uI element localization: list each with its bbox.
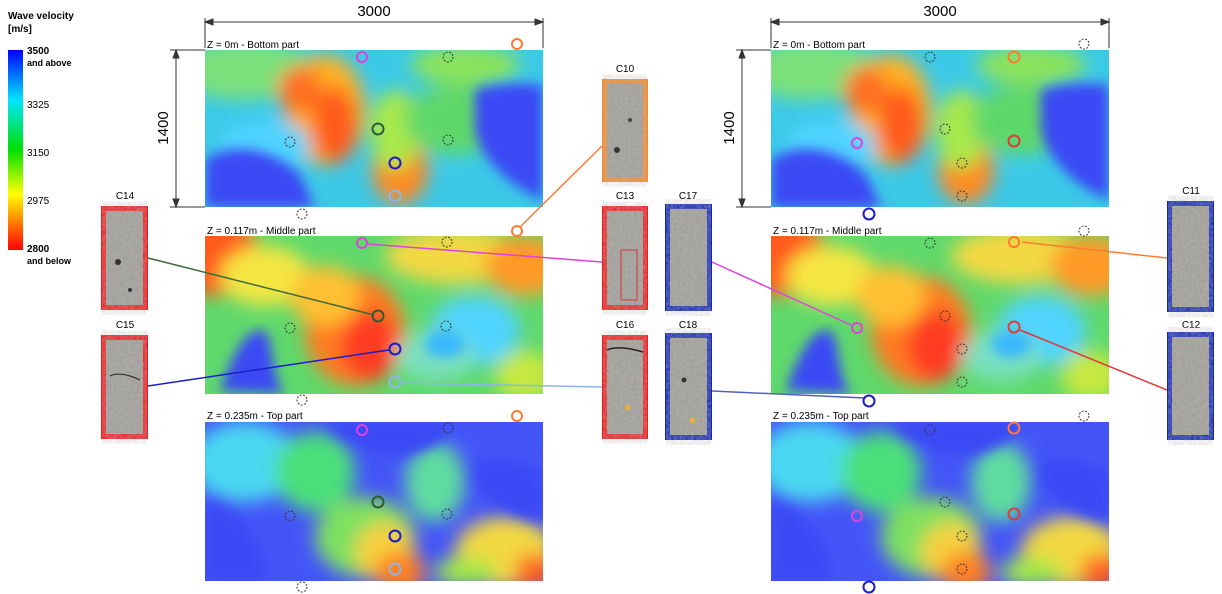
legend-tick-2800: 2800 [27,244,50,255]
core-sample-c13: C13 [602,191,648,310]
core-label-c12: C12 [1182,320,1201,331]
legend-tick-2975: 2975 [27,196,50,207]
panel-title-left-bottom: Z = 0m - Bottom part [207,40,299,51]
panel-title-right-top: Z = 0.235m - Top part [773,411,869,422]
core-sample-c17: C17 [665,191,712,311]
core-label-c13: C13 [616,191,635,202]
connector-lines [147,145,1168,399]
legend-tick-2800-sub: and below [27,256,72,266]
panel-title-left-middle: Z = 0.117m - Middle part [207,226,316,237]
legend-color-bar [8,50,23,250]
legend-tick-3500: 3500 [27,46,50,57]
core-label-c17: C17 [679,191,698,202]
core-sample-c18: C18 [665,320,712,440]
width-dimension-left: 3000 [357,3,390,20]
panel-title-right-middle: Z = 0.117m - Middle part [773,226,882,237]
panel-title-left-top: Z = 0.235m - Top part [207,411,303,422]
core-sample-c16: C16 [602,320,648,439]
markers-left [284,38,523,593]
color-legend: Wave velocity [m/s] 3500 and above 3325 … [8,11,74,266]
core-label-c16: C16 [616,320,635,331]
panel-title-right-bottom: Z = 0m - Bottom part [773,40,865,51]
core-sample-c14: C14 [101,191,148,310]
markers-right [851,38,1090,594]
core-label-c11: C11 [1182,186,1200,197]
height-dimension-right: 1400 [721,111,738,144]
dimension-lines-left [170,18,545,209]
legend-tick-3150: 3150 [27,148,50,159]
core-sample-c12: C12 [1167,320,1214,440]
legend-title: Wave velocity [8,11,74,22]
core-label-c18: C18 [679,320,698,331]
core-label-c10: C10 [616,64,635,75]
core-sample-c15: C15 [101,320,148,439]
core-sample-c10: C10 [602,64,648,182]
core-label-c14: C14 [116,191,135,202]
panel-right-middle [736,216,1131,401]
legend-unit: [m/s] [8,24,32,35]
panel-left-top [190,422,555,592]
core-sample-c11: C11 [1167,186,1214,312]
panel-right-top [756,422,1121,592]
legend-tick-3325: 3325 [27,100,50,111]
height-dimension-left: 1400 [155,111,172,144]
panel-left-bottom [175,40,543,208]
width-dimension-right: 3000 [923,3,956,20]
panel-right-bottom [741,40,1109,208]
dimension-lines-right [736,18,1111,209]
core-label-c15: C15 [116,320,135,331]
legend-tick-3500-sub: and above [27,58,72,68]
